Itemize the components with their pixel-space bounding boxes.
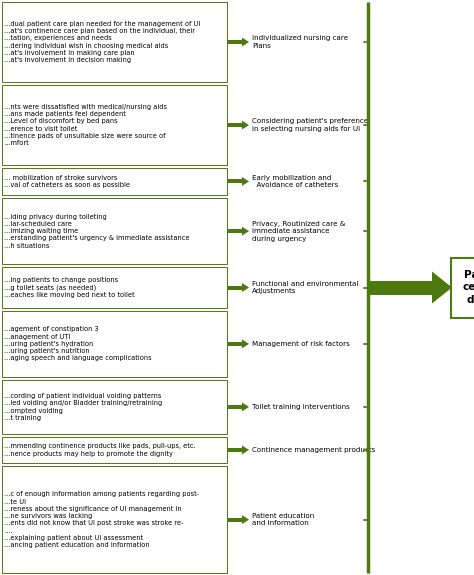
Text: Privacy, Routinized care &
immediate assistance
during urgency: Privacy, Routinized care & immediate ass…: [252, 221, 346, 242]
Polygon shape: [242, 121, 249, 129]
Polygon shape: [228, 123, 242, 127]
Text: ... mobilization of stroke survivors
...val of catheters as soon as possible: ... mobilization of stroke survivors ...…: [4, 175, 130, 188]
FancyBboxPatch shape: [2, 436, 227, 463]
Polygon shape: [242, 227, 249, 236]
FancyBboxPatch shape: [451, 258, 474, 317]
Polygon shape: [228, 342, 242, 346]
FancyBboxPatch shape: [2, 85, 227, 165]
Text: ...nts were dissatisfied with medical/nursing aids
...ans made patients feel dep: ...nts were dissatisfied with medical/nu…: [4, 104, 167, 146]
Text: Functional and environmental
Adjustments: Functional and environmental Adjustments: [252, 281, 358, 294]
Polygon shape: [242, 37, 249, 47]
FancyBboxPatch shape: [2, 2, 227, 82]
Polygon shape: [228, 286, 242, 289]
Polygon shape: [242, 177, 249, 186]
Text: ...cording of patient individual voiding patterns
...led voiding and/or Bladder : ...cording of patient individual voiding…: [4, 393, 162, 421]
Text: ...dual patient care plan needed for the management of UI
...at's continence car: ...dual patient care plan needed for the…: [4, 21, 200, 63]
FancyBboxPatch shape: [2, 310, 227, 377]
Text: ...mmending continence products like pads, pull-ups, etc.
...nence products may : ...mmending continence products like pad…: [4, 443, 196, 457]
Text: Continence management products: Continence management products: [252, 447, 375, 453]
Text: Considering patient's preference
in selecting nursing aids for UI: Considering patient's preference in sele…: [252, 118, 368, 132]
Text: Patient
centere
d care: Patient centere d care: [463, 270, 474, 305]
Text: Patient education
and information: Patient education and information: [252, 513, 314, 526]
Text: ...iding privacy during toileting
...lar-scheduled care
...imizing waiting time
: ...iding privacy during toileting ...lar…: [4, 214, 190, 248]
Polygon shape: [432, 271, 452, 304]
FancyBboxPatch shape: [2, 168, 227, 195]
Polygon shape: [242, 402, 249, 411]
Text: Toilet training interventions: Toilet training interventions: [252, 404, 350, 410]
Text: Management of risk factors: Management of risk factors: [252, 341, 350, 347]
Polygon shape: [228, 518, 242, 522]
Polygon shape: [228, 448, 242, 452]
Polygon shape: [228, 179, 242, 183]
FancyBboxPatch shape: [2, 267, 227, 308]
Polygon shape: [228, 40, 242, 44]
Polygon shape: [242, 446, 249, 454]
Text: ...agement of constipation 3
...anagement of UTI
...uring patient's hydration
..: ...agement of constipation 3 ...anagemen…: [4, 327, 152, 361]
Text: Early mobilization and
  Avoidance of catheters: Early mobilization and Avoidance of cath…: [252, 175, 338, 188]
Polygon shape: [368, 281, 432, 294]
Polygon shape: [242, 339, 249, 348]
Text: ...ing patients to change positions
...g toilet seats (as needed)
...eaches like: ...ing patients to change positions ...g…: [4, 277, 135, 298]
FancyBboxPatch shape: [2, 198, 227, 264]
FancyBboxPatch shape: [2, 380, 227, 434]
Polygon shape: [242, 515, 249, 524]
Polygon shape: [228, 405, 242, 409]
Text: Individualized nursing care
Plans: Individualized nursing care Plans: [252, 35, 348, 49]
FancyBboxPatch shape: [2, 466, 227, 573]
Polygon shape: [228, 229, 242, 233]
Text: ...c of enough information among patients regarding post-
...te UI
...reness abo: ...c of enough information among patient…: [4, 491, 199, 548]
Polygon shape: [242, 283, 249, 292]
